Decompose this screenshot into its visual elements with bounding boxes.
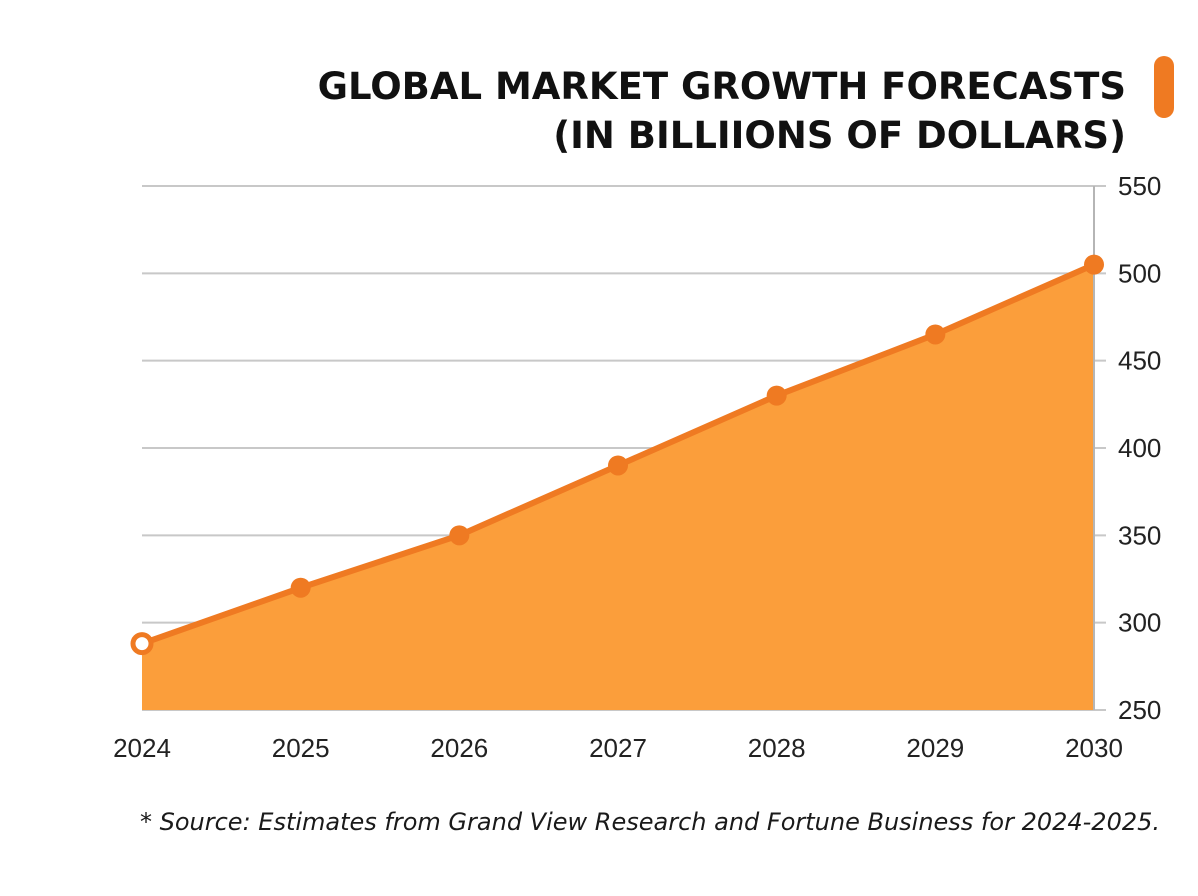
data-point-2026 xyxy=(449,525,470,546)
data-point-2025 xyxy=(290,577,311,598)
x-tick-label-2026: 2026 xyxy=(430,733,488,763)
y-tick-label-250: 250 xyxy=(1118,695,1161,725)
x-tick-label-2027: 2027 xyxy=(589,733,647,763)
x-tick-label-2030: 2030 xyxy=(1065,733,1123,763)
accent-tab xyxy=(1154,56,1174,118)
data-point-2027 xyxy=(608,455,628,476)
area-fill-layer xyxy=(142,264,1094,710)
y-tick-label-550: 550 xyxy=(1118,171,1161,201)
x-tick-label-2029: 2029 xyxy=(906,733,964,763)
y-tick-label-450: 450 xyxy=(1118,346,1161,376)
data-point-2028 xyxy=(766,385,787,406)
data-points xyxy=(130,254,1104,656)
x-tick-label-2025: 2025 xyxy=(272,733,330,763)
data-point-2030 xyxy=(1084,254,1104,275)
x-tick-label-2028: 2028 xyxy=(748,733,806,763)
y-tick-label-350: 350 xyxy=(1118,520,1161,550)
y-tick-label-500: 500 xyxy=(1118,258,1161,288)
chart-title-line-1: GLOBAL MARKET GROWTH FORECASTS xyxy=(318,65,1126,108)
source-note: * Source: Estimates from Grand View Rese… xyxy=(140,808,1160,836)
x-tick-label-2024: 2024 xyxy=(113,733,171,763)
data-point-2024 xyxy=(130,632,154,656)
data-point-2029 xyxy=(925,324,946,345)
area-fill xyxy=(142,264,1094,710)
chart-title-line-2: (IN BILLIIONS OF DOLLARS) xyxy=(553,114,1126,157)
y-tick-label-300: 300 xyxy=(1118,608,1161,638)
y-tick-label-400: 400 xyxy=(1118,433,1161,463)
x-tick-labels: 2024 2025 2026 2027 2028 2029 2030 xyxy=(113,733,1123,763)
y-tick-labels: 250 300 350 400 450 500 550 xyxy=(1118,171,1161,725)
